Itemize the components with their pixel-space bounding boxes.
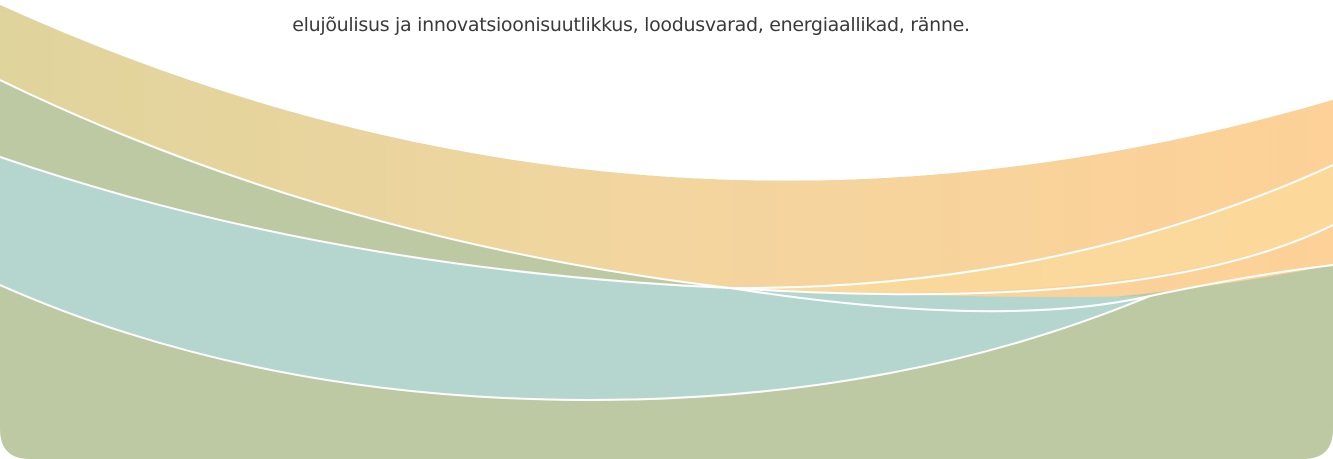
caption: elujõulisus ja innovatsioonisuutlikkus, …	[0, 14, 1262, 36]
decorative-waves	[0, 0, 1333, 459]
page: elujõulisus ja innovatsioonisuutlikkus, …	[0, 0, 1333, 459]
